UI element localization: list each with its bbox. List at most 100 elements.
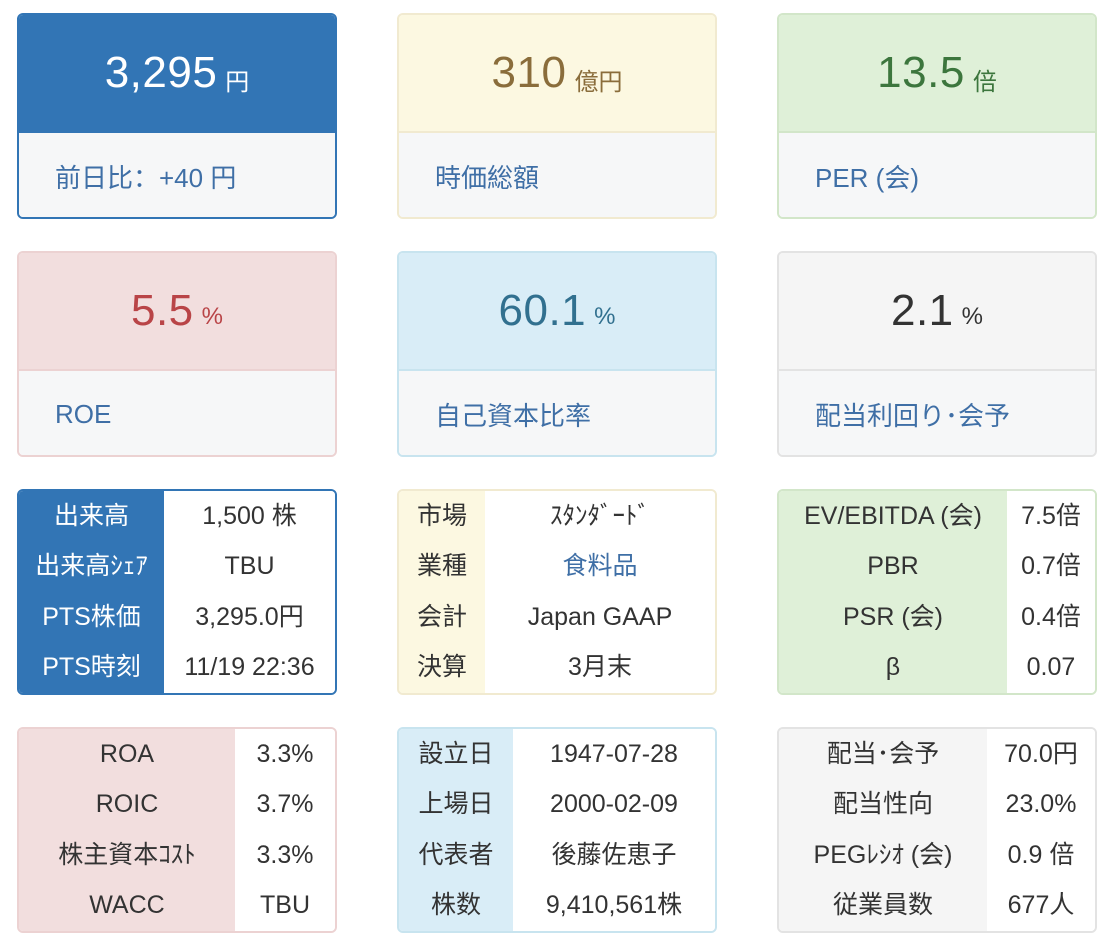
equity-ratio-card: 60.1 % 自己資本比率 [397,251,717,457]
table-value: ｽﾀﾝﾀﾞｰﾄﾞ [485,491,715,542]
table-value: 3.3% [235,729,335,780]
market-cap-value: 310 [491,48,567,97]
table-row: 株数 9,410,561株 [399,880,715,931]
stock-price-value-area: 3,295 円 [19,15,335,131]
table-value: TBU [164,541,335,592]
table-row: β 0.07 [779,642,1095,693]
roe-unit: % [201,303,223,330]
roe-value: 5.5 [130,286,194,335]
valuation-table: EV/EBITDA (会) 7.5倍 PBR 0.7倍 PSR (会) 0.4倍… [777,489,1097,695]
market-cap-footer: 時価総額 [399,131,715,217]
table-key: 従業員数 [779,880,987,931]
equity-ratio-value: 60.1 [498,286,587,335]
company-info-table: 市場 ｽﾀﾝﾀﾞｰﾄﾞ 業種 食料品 会計 Japan GAAP 決算 3月末 [397,489,717,695]
table-value: 0.7倍 [1007,541,1095,592]
table-row: WACC TBU [19,880,335,931]
equity-ratio-footer: 自己資本比率 [399,369,715,455]
table-row: 代表者 後藤佐恵子 [399,830,715,881]
market-cap-unit: 億円 [574,68,623,96]
table-value: 3月末 [485,642,715,693]
table-value: 0.9 倍 [987,830,1095,881]
table-row: PEGﾚｼｵ (会) 0.9 倍 [779,830,1095,881]
roe-label: ROE [55,398,112,429]
returns-table: ROA 3.3% ROIC 3.7% 株主資本ｺｽﾄ 3.3% WACC TBU [17,727,337,933]
table-key: ROA [19,729,235,780]
stock-price-footer: 前日比：+40 円 [19,131,335,217]
table-key: 上場日 [399,779,513,830]
table-value: 2000-02-09 [513,779,715,830]
pts-time-link[interactable]: 11/19 22:36 [164,642,335,693]
table-value: Japan GAAP [485,592,715,643]
table-key: 業種 [399,541,485,592]
table-value: 3.7% [235,779,335,830]
table-key: 会計 [399,592,485,643]
table-value: 9,410,561株 [513,880,715,931]
table-row: 決算 3月末 [399,642,715,693]
per-unit: 倍 [972,68,997,96]
table-key: WACC [19,880,235,931]
industry-link[interactable]: 食料品 [485,541,715,592]
table-value: TBU [235,880,335,931]
stock-price-card: 3,295 円 前日比：+40 円 [17,13,337,219]
per-value: 13.5 [877,48,965,97]
table-key: 株数 [399,880,513,931]
table-row: 市場 ｽﾀﾝﾀﾞｰﾄﾞ [399,491,715,542]
table-key: β [779,642,1007,693]
table-value: 1,500 株 [164,491,335,542]
table-value: 1947-07-28 [513,729,715,780]
price-change-label: 前日比：+40 円 [55,162,237,193]
table-row: EV/EBITDA (会) 7.5倍 [779,491,1095,542]
per-card: 13.5 倍 PER (会) [777,13,1097,219]
dividend-yield-card: 2.1 % 配当利回り･会予 [777,251,1097,457]
roe-footer: ROE [19,369,335,455]
table-key: PSR (会) [779,592,1007,643]
table-key: 出来高ｼｪｱ [19,541,164,592]
roe-value-area: 5.5 % [19,253,335,369]
table-value: 後藤佐恵子 [513,830,715,881]
table-key: 決算 [399,642,485,693]
per-label: PER (会) [815,162,920,193]
roe-card: 5.5 % ROE [17,251,337,457]
table-row: 業種 食料品 [399,541,715,592]
table-row: ROA 3.3% [19,729,335,780]
table-key: 設立日 [399,729,513,780]
table-row: 配当性向 23.0% [779,779,1095,830]
pts-price-link[interactable]: 3,295.0円 [164,592,335,643]
dividend-yield-footer: 配当利回り･会予 [779,369,1095,455]
table-key: 市場 [399,491,485,542]
table-key: EV/EBITDA (会) [779,491,1007,542]
table-row: PBR 0.7倍 [779,541,1095,592]
table-row: 設立日 1947-07-28 [399,729,715,780]
equity-ratio-label: 自己資本比率 [435,400,592,431]
table-key: 配当性向 [779,779,987,830]
table-row: 株主資本ｺｽﾄ 3.3% [19,830,335,881]
table-key: 配当･会予 [779,729,987,780]
table-key: PTS時刻 [19,642,164,693]
dividend-yield-label: 配当利回り･会予 [815,400,1011,431]
equity-ratio-unit: % [594,303,616,330]
table-row: PTS時刻 11/19 22:36 [19,642,335,693]
dividend-table: 配当･会予 70.0円 配当性向 23.0% PEGﾚｼｵ (会) 0.9 倍 … [777,727,1097,933]
table-row: PTS株価 3,295.0円 [19,592,335,643]
table-row: 出来高ｼｪｱ TBU [19,541,335,592]
equity-ratio-value-area: 60.1 % [399,253,715,369]
dividend-yield-value-area: 2.1 % [779,253,1095,369]
table-key: PEGﾚｼｵ (会) [779,830,987,881]
table-value: 0.07 [1007,642,1095,693]
table-row: 上場日 2000-02-09 [399,779,715,830]
table-value: 677人 [987,880,1095,931]
stock-price-unit: 円 [225,68,250,96]
table-row: 従業員数 677人 [779,880,1095,931]
table-row: 配当･会予 70.0円 [779,729,1095,780]
table-key: 株主資本ｺｽﾄ [19,830,235,881]
table-key: PBR [779,541,1007,592]
table-row: PSR (会) 0.4倍 [779,592,1095,643]
per-value-area: 13.5 倍 [779,15,1095,131]
market-cap-card: 310 億円 時価総額 [397,13,717,219]
market-cap-value-area: 310 億円 [399,15,715,131]
stock-price-value: 3,295 [104,48,218,97]
table-value: 3.3% [235,830,335,881]
dividend-yield-unit: % [961,303,983,330]
table-value: 0.4倍 [1007,592,1095,643]
table-value: 7.5倍 [1007,491,1095,542]
